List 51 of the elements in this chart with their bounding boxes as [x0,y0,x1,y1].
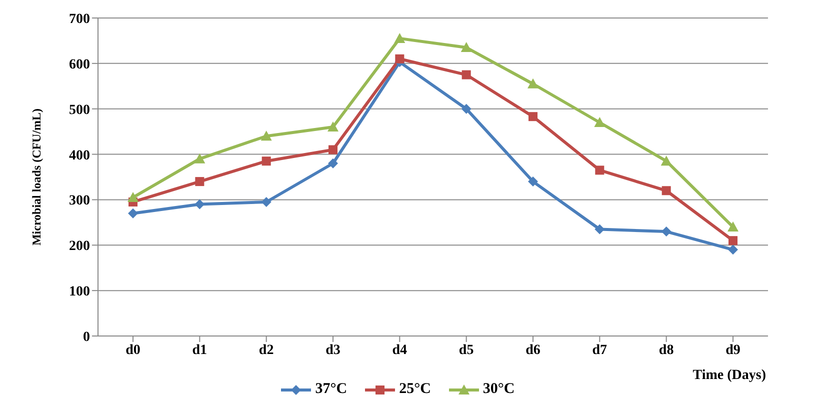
point [728,236,738,246]
x-tick-label: d6 [526,342,540,358]
point [462,70,471,80]
point [528,112,538,122]
point [128,208,138,218]
x-tick-label: d9 [726,342,740,358]
point [660,156,672,166]
x-tick-label: d5 [458,342,474,358]
point [460,42,472,52]
point [594,116,606,127]
y-tick-label: 0 [83,330,90,345]
point [128,192,138,202]
y-axis-title: Microbial loads (CFU/mL) [29,108,44,246]
point [594,224,605,234]
point [262,156,271,166]
point [728,221,738,232]
y-tick-label: 600 [69,57,90,72]
point [394,32,406,43]
point [528,78,538,88]
point [461,104,472,114]
point [260,130,272,141]
point [661,226,672,237]
x-tick-label: d7 [592,342,608,358]
x-tick-label: d4 [392,342,408,358]
point [328,145,338,154]
point [328,158,338,168]
y-tick-label: 200 [69,239,90,254]
point [328,122,338,132]
point [728,244,738,255]
y-tick-label: 100 [69,284,90,300]
legend-label: 25°C [398,381,431,398]
point [194,199,205,210]
point [528,176,538,187]
point [261,196,272,207]
x-tick-label: d0 [126,342,140,358]
x-tick-label: d3 [326,342,340,358]
x-tick-label: d2 [258,342,274,358]
y-tick-label: 300 [69,194,90,209]
x-tick-label: d8 [658,342,674,358]
x-tick-label: d1 [192,342,208,358]
y-tick-label: 700 [69,12,90,27]
point [195,177,204,186]
point [595,166,604,175]
point [662,186,671,196]
y-tick-label: 500 [69,102,90,118]
y-tick-label: 400 [69,148,90,164]
x-axis-title: Time (Days) [692,368,766,383]
legend-label: 37°C [314,381,348,398]
point [194,153,206,164]
point [395,54,404,64]
legend-label: 30°C [482,381,515,398]
